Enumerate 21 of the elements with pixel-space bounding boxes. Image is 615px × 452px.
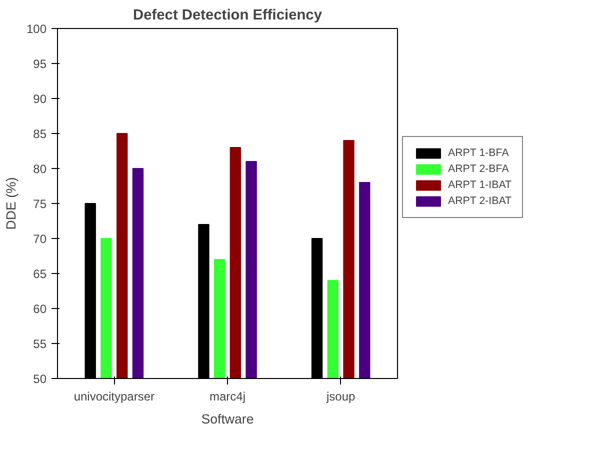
legend-label: ARPT 1-BFA <box>448 147 509 159</box>
y-tick-label: 55 <box>33 337 47 351</box>
legend-label: ARPT 2-BFA <box>448 163 509 175</box>
y-tick-label: 80 <box>33 162 47 176</box>
y-tick-label: 50 <box>33 372 47 386</box>
x-tick-label: univocityparser <box>74 390 155 404</box>
y-tick-label: 65 <box>33 267 47 281</box>
legend-label: ARPT 1-IBAT <box>448 179 512 191</box>
y-tick-label: 60 <box>33 302 47 316</box>
x-tick-label: jsoup <box>325 390 356 404</box>
legend-label: ARPT 2-IBAT <box>448 195 512 207</box>
x-axis-title: Software <box>201 412 254 426</box>
y-tick-label: 100 <box>26 22 47 36</box>
y-tick-label: 75 <box>33 197 47 211</box>
x-tick-label: marc4j <box>209 390 246 404</box>
y-tick-label: 90 <box>33 92 47 106</box>
y-tick-label: 70 <box>33 232 47 246</box>
chart-title: Defect Detection Efficiency <box>133 8 323 24</box>
y-tick-label: 85 <box>33 127 47 141</box>
y-tick-label: 95 <box>33 57 47 71</box>
y-axis-title: DDE (%) <box>3 177 18 230</box>
